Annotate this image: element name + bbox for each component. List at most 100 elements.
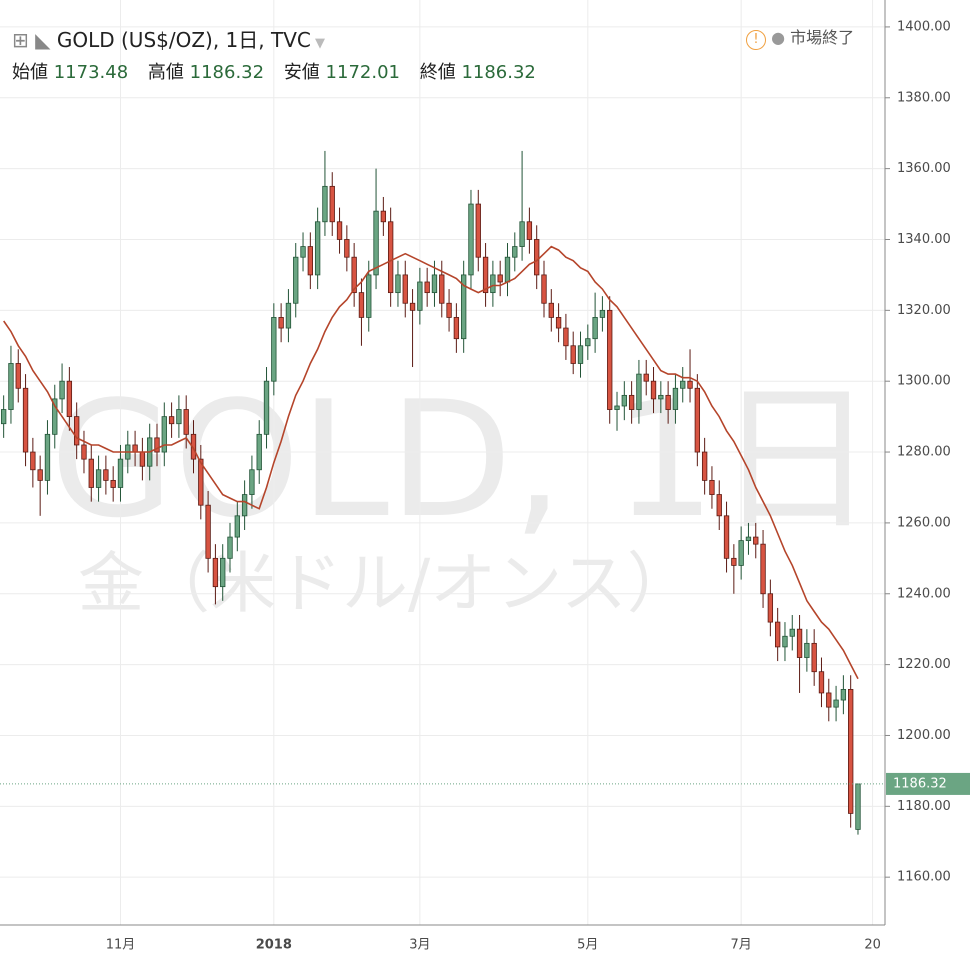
candle-body — [44, 433, 51, 481]
candle-body — [709, 479, 715, 495]
candle-body — [74, 416, 80, 446]
candle-body — [636, 373, 642, 410]
candle-body — [241, 494, 248, 517]
candle-body — [0, 409, 7, 425]
market-status[interactable]: ! ● 市場終了 — [746, 24, 854, 50]
y-tick-label: 1380.00 — [897, 90, 951, 105]
candle-body — [117, 458, 124, 488]
candle-body — [409, 302, 416, 311]
candle-body — [329, 185, 335, 223]
candle-body — [760, 543, 766, 595]
y-tick-label: 1220.00 — [897, 657, 951, 672]
candle-body — [723, 515, 730, 559]
candle-body — [176, 409, 182, 425]
candle-body — [256, 433, 262, 471]
candle-body — [373, 210, 379, 276]
open-label: 始値 — [12, 62, 48, 83]
y-tick-label: 1340.00 — [897, 232, 951, 247]
candle-body — [293, 256, 299, 304]
candle-body — [563, 327, 569, 347]
candle-body — [81, 444, 87, 460]
last-price-badge — [886, 772, 970, 795]
candle-body — [88, 458, 94, 488]
x-tick-label: 20 — [864, 938, 881, 953]
candle-body — [650, 380, 657, 400]
watermark-title: GOLD, 1日 — [50, 366, 876, 553]
candle-body — [95, 469, 102, 488]
candle-body — [570, 345, 576, 364]
candle-body — [66, 380, 73, 418]
candle-body — [577, 345, 584, 364]
candle-body — [774, 621, 781, 648]
symbol-header[interactable]: ⊞ ◣ GOLD (US$/OZ), 1日, TVC ▼ — [12, 28, 326, 52]
candle-body — [804, 642, 810, 658]
candle-body — [110, 479, 116, 488]
candle-body — [548, 302, 554, 318]
candle-body — [227, 536, 233, 559]
candle-body — [680, 380, 686, 389]
y-tick-label: 1200.00 — [897, 728, 951, 743]
candle-body — [716, 494, 722, 517]
candle-body — [205, 504, 211, 559]
candle-body — [482, 256, 489, 294]
candle-body — [278, 317, 284, 329]
candle-body — [387, 221, 394, 294]
candle-body — [585, 338, 591, 347]
candle-body — [745, 536, 752, 542]
candle-body — [453, 317, 460, 340]
candle-body — [643, 373, 649, 382]
candle-body — [431, 274, 438, 294]
high-label: 高値 — [147, 62, 184, 83]
candle-body — [789, 628, 795, 637]
candle-body — [607, 309, 613, 410]
candle-body — [461, 274, 467, 340]
candle-body — [512, 246, 518, 258]
candle-body — [103, 469, 109, 481]
y-tick-label: 1360.00 — [897, 161, 951, 176]
y-tick-label: 1320.00 — [897, 303, 951, 318]
y-tick-label: 1300.00 — [897, 374, 951, 389]
candle-body — [658, 394, 664, 400]
candle-body — [555, 317, 562, 329]
candle-body — [468, 203, 474, 276]
x-tick-label: 2018 — [256, 938, 292, 953]
candle-body — [263, 380, 270, 435]
candle-body — [614, 405, 620, 410]
candle-body — [314, 221, 321, 276]
candle-body — [490, 274, 496, 294]
candle-body — [782, 635, 788, 648]
symbol[interactable]: GOLD (US$/OZ), 1日, TVC — [56, 28, 311, 52]
x-tick-label: 11月 — [106, 938, 136, 953]
candle-body — [497, 274, 503, 283]
candle-body — [534, 239, 540, 276]
candle-body — [701, 451, 708, 481]
candle-body — [380, 210, 387, 223]
low-label: 安値 — [283, 62, 320, 83]
candle-body — [132, 444, 138, 453]
y-tick-label: 1180.00 — [897, 799, 951, 814]
candle-body — [738, 540, 744, 566]
open-value: 1173.48 — [53, 62, 129, 83]
y-tick-label: 1280.00 — [897, 445, 951, 460]
candle-body — [285, 302, 292, 329]
candle-body — [526, 221, 533, 240]
candle-body — [439, 274, 445, 304]
candle-body — [358, 292, 365, 318]
candle-body — [665, 394, 671, 410]
moving-average-line — [3, 245, 859, 680]
candle-body — [767, 593, 774, 623]
candle-body — [796, 628, 803, 658]
candle-body — [504, 256, 511, 283]
candle-body — [59, 380, 65, 400]
candle-body — [300, 246, 306, 258]
candle-body — [154, 437, 160, 453]
candle-body — [183, 409, 189, 435]
candle-body — [234, 515, 240, 538]
ohlc-header: 始値 1173.48 高値 1186.32 安値 1172.01 終値 1186… — [12, 58, 550, 84]
candle-body — [417, 281, 423, 311]
candle-body — [475, 203, 481, 258]
candle-body — [366, 274, 372, 318]
high-value: 1186.32 — [189, 62, 265, 83]
candle-body — [198, 458, 204, 506]
